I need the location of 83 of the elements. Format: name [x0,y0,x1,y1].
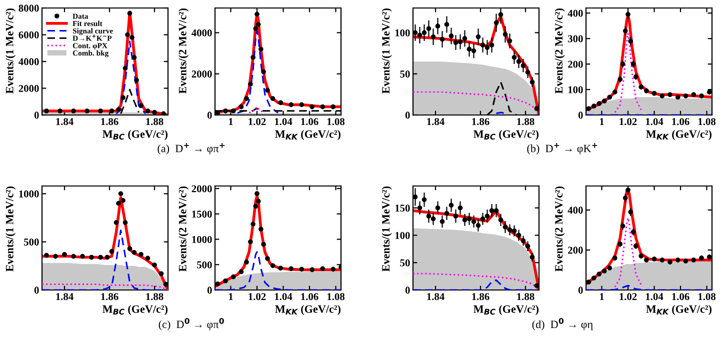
y-axis-title: Events/(2 MeV/c²) [554,186,565,272]
y-tick-label: 8000 [18,4,39,12]
x-tick-label: 1.02 [620,293,637,300]
y-tick-label: 0 [405,112,410,119]
x-tick-label: 1 [600,293,604,300]
x-tick-label: 1.86 [101,293,118,300]
x-tick-label: 1 [228,293,233,300]
y-tick-label: 400 [568,10,583,17]
x-axis-title: M$_{KK}$ (GeV/c²) [646,130,712,140]
x-tick-label: 1.84 [427,118,444,126]
y-tick-label: 200 [568,246,583,254]
y-tick-label: 100 [568,86,583,94]
y-tick-label: 1000 [192,236,212,243]
x-tick-label: 1.08 [327,293,345,300]
x-tick-label: 1.04 [646,118,664,126]
x-axis-title: M$_{KK}$ (GeV/c²) [646,305,712,316]
y-tick-label: 2000 [192,185,212,192]
y-tick-label: 100 [395,232,410,239]
x-tick-label: 1.02 [620,118,637,126]
x-tick-label: 1.84 [56,293,74,300]
y-tick-label: 4000 [192,29,212,36]
x-tick-label: 1.02 [248,293,266,300]
x-tick-label: 1.04 [646,293,664,300]
x-tick-label: 1.86 [472,293,490,300]
y-tick-label: 0 [578,112,583,119]
y-tick-label: 1500 [192,210,212,218]
y-tick-label: 0 [405,286,410,294]
y-tick-label: 4000 [18,58,39,66]
x-tick-label: 1.08 [698,293,716,300]
x-tick-label: 1.88 [146,293,164,300]
y-tick-label: 150 [395,204,410,212]
y-tick-label: 0 [578,286,583,294]
text: (a) D$^{+}$ → φπ$^{+}$ [158,143,225,154]
y-axis-title: Events/(1 MeV/c²) [6,8,16,94]
x-axis-title: M$_{BC}$ (GeV/c²) [474,130,539,140]
y-tick-label: 500 [197,261,212,268]
y-tick-label: 0 [207,112,212,119]
x-tick-label: 1.84 [56,118,74,126]
y-tick-label: 200 [568,60,583,68]
y-axis-title: Events/(1 MeV/c²) [382,186,392,272]
x-axis-title: M$_{BC}$ (GeV/c²) [102,130,168,140]
y-axis-title: Events/(2 MeV/c²) [554,8,565,94]
y-tick-label: 6000 [18,31,39,38]
x-tick-label: 1.06 [672,293,690,300]
x-tick-label: 1.88 [146,118,164,126]
y-axis-title: Events/(1 MeV/c²) [6,186,16,272]
x-tick-label: 1.04 [274,293,292,300]
x-axis-title: M$_{KK}$ (GeV/c²) [275,130,340,140]
x-axis-title: M$_{BC}$ (GeV/c²) [102,305,168,316]
y-axis-title: Events/(2 MeV/c²) [178,8,189,94]
y-tick-label: 50 [400,259,410,266]
y-tick-label: 0 [34,112,39,119]
y-tick-label: 50 [400,70,410,78]
y-tick-label: 2000 [18,84,39,92]
y-tick-label: 300 [568,35,583,42]
x-tick-label: 1.06 [301,293,318,300]
y-tick-label: 100 [395,29,410,36]
text: (c) D$^{0}$ → φπ$^{0}$ [158,318,224,330]
x-tick-label: 1.06 [301,118,318,126]
y-axis-title: Events/(1 MeV/c²) [382,8,392,94]
x-tick-label: 1.86 [101,118,118,126]
x-tick-label: 1.88 [517,293,534,300]
y-tick-label: 2000 [192,70,212,78]
y-axis-title: Events/(2 MeV/c²) [178,186,189,272]
x-tick-label: 1 [228,118,233,126]
x-tick-label: 1.04 [274,118,292,126]
x-tick-label: 1.08 [327,118,345,126]
x-tick-label: 1.02 [248,118,266,126]
x-axis-title: M$_{KK}$ (GeV/c²) [275,305,340,316]
y-tick-label: 400 [568,206,583,214]
x-axis-title: M$_{BC}$ (GeV/c²) [474,305,539,316]
text: (d) D$^{0}$ → φη [532,318,592,330]
y-tick-label: 0 [34,286,39,294]
x-tick-label: 1.88 [517,118,534,126]
y-tick-label: 500 [24,238,39,246]
y-tick-label: 0 [207,286,212,294]
x-tick-label: 1.86 [472,118,490,126]
text: (b) D$^{+}$ → φK$^{+}$ [527,143,598,154]
y-tick-label: 1000 [19,190,39,198]
x-tick-label: 1 [600,118,604,126]
x-tick-label: 1.06 [672,118,690,126]
x-tick-label: 1.08 [698,118,716,126]
x-tick-label: 1.84 [427,293,444,300]
